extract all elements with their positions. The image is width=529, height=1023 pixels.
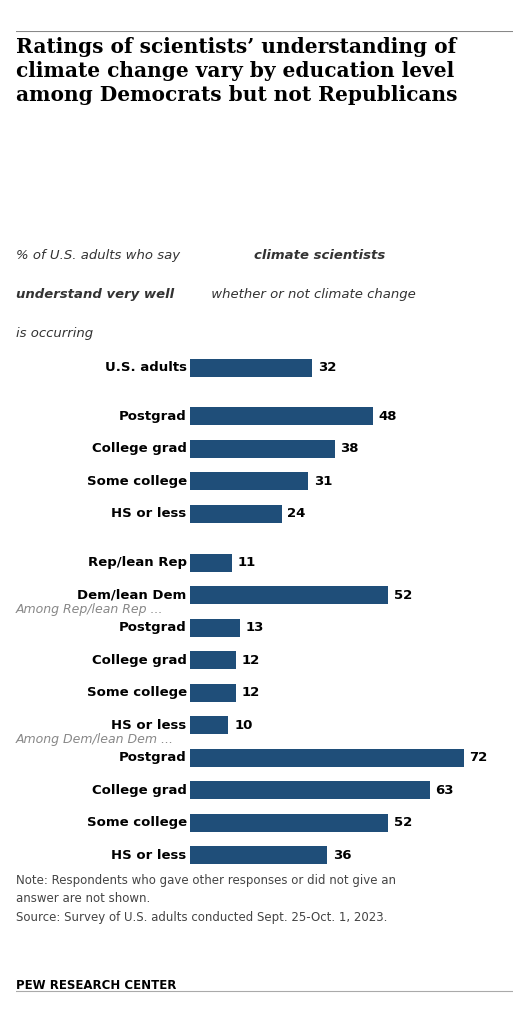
Text: 32: 32 xyxy=(317,361,336,374)
Text: 52: 52 xyxy=(394,588,412,602)
Text: 11: 11 xyxy=(238,557,256,569)
Bar xyxy=(190,586,388,604)
Text: 63: 63 xyxy=(435,784,454,797)
Text: 38: 38 xyxy=(341,442,359,455)
Text: U.S. adults: U.S. adults xyxy=(105,361,187,374)
Text: Postgrad: Postgrad xyxy=(119,751,187,764)
Bar xyxy=(190,813,388,832)
Bar xyxy=(190,619,240,636)
Bar xyxy=(190,553,232,572)
Bar xyxy=(190,359,312,376)
Bar xyxy=(190,782,430,799)
Text: Postgrad: Postgrad xyxy=(119,621,187,634)
Text: climate scientists: climate scientists xyxy=(253,250,385,262)
Text: Among Rep/lean Rep ...: Among Rep/lean Rep ... xyxy=(16,604,163,616)
Bar xyxy=(190,846,327,864)
Text: 36: 36 xyxy=(333,849,351,861)
Bar xyxy=(190,505,281,523)
Text: understand very well: understand very well xyxy=(16,288,174,301)
Text: Among Dem/lean Dem ...: Among Dem/lean Dem ... xyxy=(16,733,174,746)
Text: Some college: Some college xyxy=(87,816,187,829)
Text: is occurring: is occurring xyxy=(16,327,93,340)
Text: College grad: College grad xyxy=(92,654,187,667)
Text: Postgrad: Postgrad xyxy=(119,410,187,422)
Bar xyxy=(190,473,308,490)
Text: Some college: Some college xyxy=(87,475,187,488)
Text: College grad: College grad xyxy=(92,784,187,797)
Text: 72: 72 xyxy=(469,751,488,764)
Text: HS or less: HS or less xyxy=(112,849,187,861)
Bar xyxy=(190,652,236,669)
Text: 10: 10 xyxy=(234,718,252,731)
Bar xyxy=(190,749,464,766)
Text: % of U.S. adults who say: % of U.S. adults who say xyxy=(16,250,184,262)
Bar xyxy=(190,407,373,426)
Text: 31: 31 xyxy=(314,475,332,488)
Text: 12: 12 xyxy=(242,654,260,667)
Text: College grad: College grad xyxy=(92,442,187,455)
Text: whether or not climate change: whether or not climate change xyxy=(207,288,416,301)
Text: 13: 13 xyxy=(245,621,264,634)
Text: 24: 24 xyxy=(287,507,306,521)
Bar xyxy=(190,440,335,458)
Bar xyxy=(190,716,229,735)
Text: 52: 52 xyxy=(394,816,412,829)
Text: Dem/lean Dem: Dem/lean Dem xyxy=(77,588,187,602)
Text: Ratings of scientists’ understanding of
climate change vary by education level
a: Ratings of scientists’ understanding of … xyxy=(16,37,458,105)
Text: Some college: Some college xyxy=(87,686,187,699)
Text: 12: 12 xyxy=(242,686,260,699)
Text: HS or less: HS or less xyxy=(112,507,187,521)
Text: 48: 48 xyxy=(378,410,397,422)
Text: Rep/lean Rep: Rep/lean Rep xyxy=(88,557,187,569)
Text: Note: Respondents who gave other responses or did not give an
answer are not sho: Note: Respondents who gave other respons… xyxy=(16,874,396,924)
Bar xyxy=(190,683,236,702)
Text: HS or less: HS or less xyxy=(112,718,187,731)
Text: PEW RESEARCH CENTER: PEW RESEARCH CENTER xyxy=(16,979,176,992)
